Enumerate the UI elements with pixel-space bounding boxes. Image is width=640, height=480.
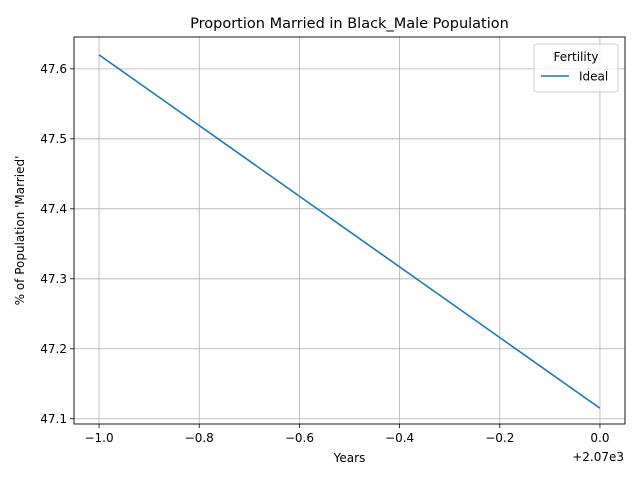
y-axis-ticks: 47.1 47.2 47.3 47.4 47.5 47.6 (40, 62, 74, 426)
x-axis-offset-label: +2.07e3 (572, 450, 624, 464)
x-axis-label: Years (333, 451, 366, 465)
legend-entry-ideal: Ideal (579, 70, 608, 84)
x-tick-label: 0.0 (590, 431, 609, 445)
series-line-ideal (98, 54, 601, 409)
x-tick-label: −0.8 (185, 431, 214, 445)
y-axis-label: % of Population 'Married' (13, 156, 27, 306)
y-tick-label: 47.5 (40, 132, 67, 146)
y-tick-label: 47.2 (40, 342, 67, 356)
series-group (98, 54, 601, 409)
legend-box (533, 43, 619, 93)
chart-title: Proportion Married in Black_Male Populat… (190, 16, 509, 32)
legend: Fertility Ideal (533, 43, 619, 93)
plot-frame (73, 36, 626, 425)
y-tick-label: 47.6 (40, 62, 67, 76)
y-tick-label: 47.3 (40, 272, 67, 286)
x-tick-label: −0.2 (485, 431, 514, 445)
x-tick-label: −1.0 (84, 431, 113, 445)
y-tick-label: 47.1 (40, 412, 67, 426)
legend-title: Fertility (553, 50, 598, 64)
y-tick-label: 47.4 (40, 202, 67, 216)
grid-lines (74, 37, 625, 424)
x-tick-label: −0.6 (285, 431, 314, 445)
x-tick-label: −0.4 (385, 431, 414, 445)
x-axis-ticks: −1.0 −0.8 −0.6 −0.4 −0.2 0.0 (84, 424, 610, 445)
